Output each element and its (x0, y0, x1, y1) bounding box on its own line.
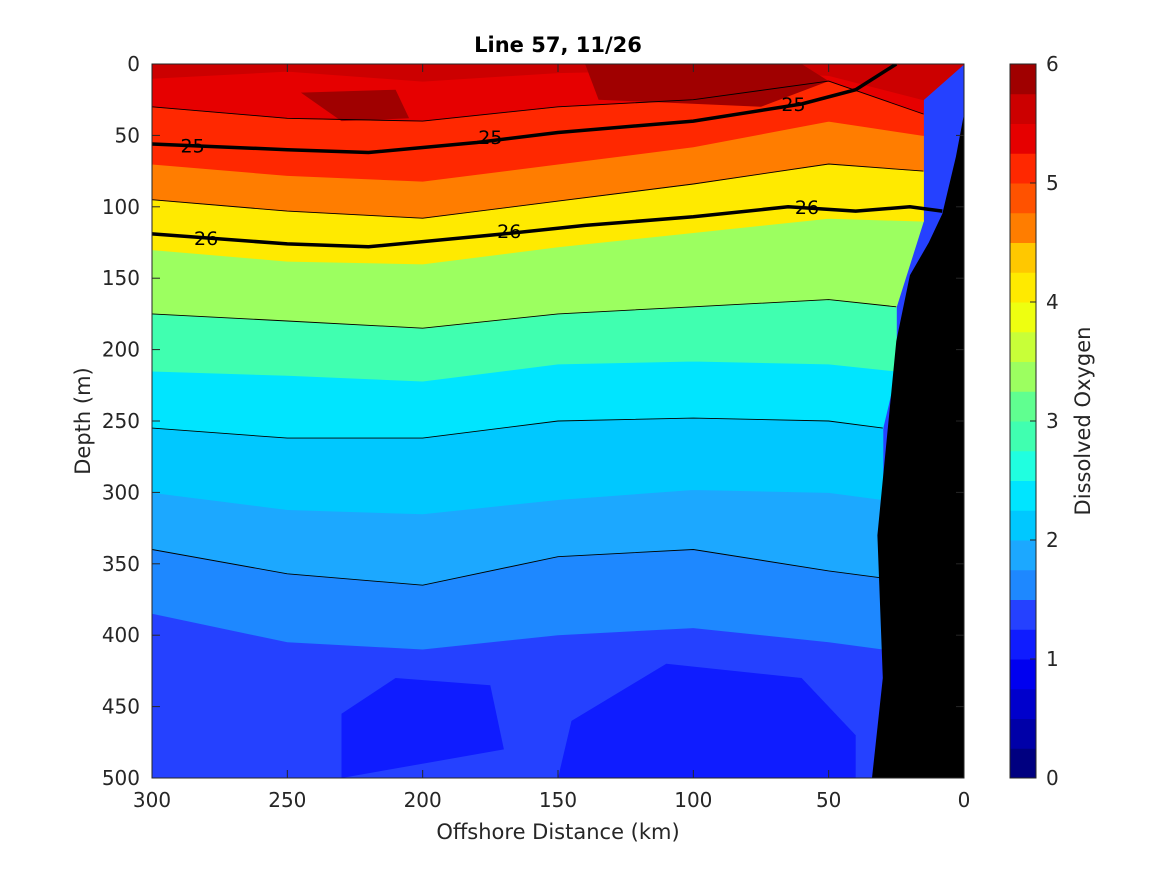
colorbar-segment (1010, 361, 1036, 392)
bottom-topography (872, 114, 964, 778)
colorbar-segment (1010, 480, 1036, 511)
x-tick-label: 50 (816, 788, 841, 812)
colorbar-segment (1010, 629, 1036, 660)
contour-label-25: 25 (781, 94, 805, 116)
colorbar-segment (1010, 659, 1036, 690)
x-axis-ticks: 300 250 200 150 100 50 0 (133, 64, 970, 812)
colorbar-segment (1010, 688, 1036, 719)
contour-label-25: 25 (181, 135, 205, 157)
colorbar (1010, 64, 1036, 779)
colorbar-segment (1010, 272, 1036, 303)
y-tick-label: 50 (115, 123, 140, 147)
contour-label-text: 26 (795, 197, 819, 219)
x-tick-label: 100 (674, 788, 712, 812)
colorbar-segment (1010, 64, 1036, 95)
x-tick-label: 150 (539, 788, 577, 812)
y-tick-label: 450 (102, 695, 140, 719)
colorbar-tick-label: 3 (1046, 409, 1059, 433)
contour-labels: 25 25 25 26 26 26 (181, 94, 820, 250)
y-tick-label: 350 (102, 552, 140, 576)
thin-contour-line (152, 549, 883, 586)
contour-label-25: 25 (478, 127, 502, 149)
colorbar-tick-label: 4 (1046, 290, 1059, 314)
x-tick-label: 0 (958, 788, 971, 812)
thin-contour-line (152, 299, 897, 329)
colorbar-tick-label: 0 (1046, 766, 1059, 790)
thin-contour-line (152, 80, 924, 122)
colorbar-segment (1010, 718, 1036, 749)
oxygen-band-min (341, 678, 504, 778)
colorbar-segment (1010, 183, 1036, 214)
x-tick-label: 250 (268, 788, 306, 812)
colorbar-segment (1010, 510, 1036, 541)
colorbar-segment (1010, 153, 1036, 184)
density-isopleths (152, 64, 943, 249)
y-tick-label: 400 (102, 623, 140, 647)
colorbar-tick-label: 2 (1046, 528, 1059, 552)
colorbar-tick-label: 6 (1046, 52, 1059, 76)
colorbar-segment (1010, 540, 1036, 571)
contour-label-text: 25 (181, 135, 205, 157)
colorbar-tick-label: 1 (1046, 647, 1059, 671)
colorbar-segment (1010, 421, 1036, 452)
chart-title: Line 57, 11/26 (474, 33, 642, 57)
colorbar-segment (1010, 748, 1036, 779)
y-axis-label: Depth (m) (71, 367, 95, 474)
oxygen-band-max (585, 64, 829, 107)
y-tick-label: 300 (102, 480, 140, 504)
thin-contour-line (152, 163, 924, 219)
contour-label-26: 26 (194, 228, 218, 250)
isopleth-25 (152, 64, 898, 155)
contour-label-text: 25 (781, 94, 805, 116)
y-tick-label: 500 (102, 766, 140, 790)
contour-label-text: 26 (194, 228, 218, 250)
colorbar-label: Dissolved Oxygen (1071, 327, 1095, 516)
y-tick-label: 200 (102, 338, 140, 362)
y-tick-label: 250 (102, 409, 140, 433)
oxygen-band-max (300, 89, 410, 122)
seafloor-shape (872, 114, 964, 778)
colorbar-segment (1010, 331, 1036, 362)
x-axis-label: Offshore Distance (km) (436, 820, 679, 844)
plot-area (152, 64, 964, 778)
colorbar-segment (1010, 93, 1036, 124)
colorbar-segment (1010, 599, 1036, 630)
contour-label-26: 26 (795, 197, 819, 219)
colorbar-segment (1010, 391, 1036, 422)
colorbar-segment (1010, 569, 1036, 600)
colorbar-ticks: 0 1 2 3 4 5 6 (1030, 52, 1059, 790)
contour-label-text: 25 (478, 127, 502, 149)
y-axis-ticks: 0 50 100 150 200 250 300 350 400 450 500 (102, 52, 964, 790)
contour-label-26: 26 (497, 221, 521, 243)
oxygen-band-min (558, 663, 856, 778)
colorbar-segment (1010, 123, 1036, 154)
contour-label-text: 26 (497, 221, 521, 243)
isopleth-26 (152, 205, 943, 249)
colorbar-tick-label: 5 (1046, 171, 1059, 195)
thin-contour-line (152, 417, 883, 439)
oxygen-contour-lines (152, 80, 924, 586)
colorbar-segment (1010, 302, 1036, 333)
colorbar-segment (1010, 212, 1036, 243)
y-tick-label: 0 (127, 52, 140, 76)
y-tick-label: 100 (102, 195, 140, 219)
x-tick-label: 300 (133, 788, 171, 812)
colorbar-segment (1010, 242, 1036, 273)
y-tick-label: 150 (102, 266, 140, 290)
colorbar-segment (1010, 450, 1036, 481)
x-tick-label: 200 (404, 788, 442, 812)
